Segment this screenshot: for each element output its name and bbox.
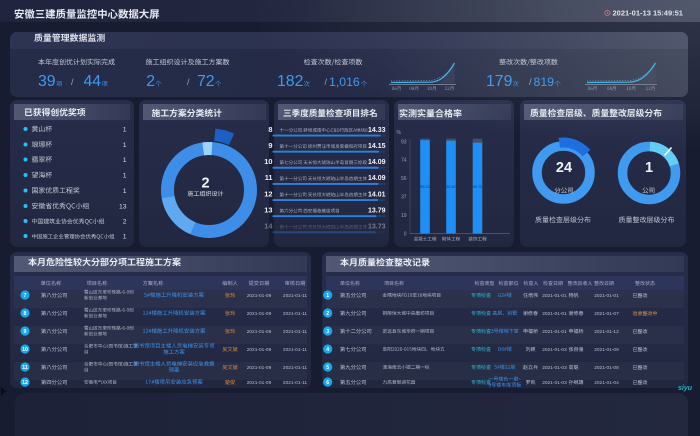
svg-text:13.73: 13.73 (368, 224, 386, 231)
svg-text:7: 7 (24, 293, 27, 299)
svg-text:2021-01-03: 2021-01-03 (542, 365, 567, 371)
svg-text:11: 11 (22, 365, 28, 371)
svg-text:2021-01-04: 2021-01-04 (594, 380, 619, 386)
svg-text:siyu: siyu (678, 385, 693, 392)
svg-text:74: 74 (401, 158, 407, 164)
svg-text:13.79: 13.79 (368, 207, 386, 214)
svg-text:2021-01-09: 2021-01-09 (594, 347, 619, 353)
svg-text:24: 24 (556, 160, 572, 176)
svg-text:2021-01-08: 2021-01-08 (594, 365, 619, 371)
svg-text:/: / (71, 77, 74, 87)
svg-text:/: / (529, 77, 532, 87)
svg-text:2021-01-09: 2021-01-09 (247, 347, 272, 353)
svg-text:10: 10 (264, 157, 272, 166)
svg-text:9: 9 (24, 329, 27, 335)
svg-text:2021-01-01: 2021-01-01 (542, 293, 567, 299)
svg-text:2021-01-03: 2021-01-03 (542, 347, 567, 353)
svg-text:6: 6 (326, 380, 329, 386)
svg-text:93.23: 93.23 (420, 185, 430, 189)
svg-text:2021-01-09: 2021-01-09 (247, 380, 272, 386)
svg-text:1: 1 (645, 160, 653, 176)
svg-text:90.75: 90.75 (473, 185, 483, 189)
svg-text:2021-01-13 15:49:51: 2021-01-13 15:49:51 (613, 9, 683, 18)
svg-text:819: 819 (534, 75, 555, 89)
svg-text:1: 1 (123, 172, 127, 179)
svg-text:11: 11 (265, 173, 273, 182)
svg-text:2021-01-01: 2021-01-01 (542, 329, 567, 335)
svg-text:2021-01-11: 2021-01-11 (283, 329, 308, 335)
svg-text:2021-01-09: 2021-01-09 (247, 329, 272, 335)
svg-text:13: 13 (264, 205, 272, 214)
svg-text:2021-01-09: 2021-01-09 (247, 293, 272, 299)
svg-text:8: 8 (268, 125, 272, 134)
svg-text:2021-01-11: 2021-01-11 (283, 347, 308, 353)
svg-text:2021-01-09: 2021-01-09 (247, 311, 272, 317)
svg-text:12: 12 (22, 380, 28, 386)
svg-text:44: 44 (84, 73, 102, 90)
svg-text:1: 1 (123, 126, 127, 133)
svg-text:2021-01-11: 2021-01-11 (283, 293, 308, 299)
svg-text:1,016: 1,016 (329, 75, 360, 89)
svg-text:2021-01-11: 2021-01-11 (283, 380, 308, 386)
svg-text:1: 1 (326, 293, 329, 299)
svg-text:39: 39 (38, 73, 56, 90)
svg-text:14: 14 (264, 222, 273, 231)
svg-text:19: 19 (401, 213, 407, 219)
svg-text:2: 2 (326, 311, 329, 317)
svg-text:9: 9 (268, 141, 272, 150)
svg-text:2021-01-01: 2021-01-01 (594, 293, 619, 299)
svg-text:/: / (325, 77, 328, 87)
svg-text:2: 2 (201, 176, 209, 192)
svg-text:0: 0 (404, 231, 407, 237)
svg-text:2021-01-11: 2021-01-11 (283, 311, 308, 317)
svg-text:/: / (187, 77, 190, 87)
svg-text:10: 10 (22, 347, 28, 353)
svg-text:2021-01-03: 2021-01-03 (542, 380, 567, 386)
svg-text:14.15: 14.15 (368, 143, 386, 150)
svg-text:2021-01-12: 2021-01-12 (594, 329, 619, 335)
svg-text:%: % (397, 130, 402, 136)
svg-text:12: 12 (264, 189, 272, 198)
svg-text:179: 179 (486, 73, 513, 90)
svg-text:2: 2 (146, 73, 155, 90)
svg-text:8: 8 (24, 311, 27, 317)
svg-text:1: 1 (123, 233, 127, 240)
svg-text:1: 1 (123, 188, 127, 195)
svg-text:1: 1 (123, 142, 127, 149)
svg-text:4: 4 (326, 347, 329, 353)
svg-text:92.67: 92.67 (446, 185, 456, 189)
svg-text:2021-01-01: 2021-01-01 (542, 311, 567, 317)
svg-text:2021-01-07: 2021-01-07 (594, 311, 619, 317)
svg-text:72: 72 (197, 73, 215, 90)
svg-text:2021-01-11: 2021-01-11 (283, 365, 308, 371)
svg-text:1: 1 (123, 157, 127, 164)
svg-text:182: 182 (277, 73, 303, 90)
svg-text:13: 13 (119, 203, 127, 210)
svg-text:14.09: 14.09 (368, 175, 386, 182)
svg-text:14.09: 14.09 (368, 159, 386, 166)
svg-text:3: 3 (326, 329, 329, 335)
svg-text:14.01: 14.01 (368, 191, 386, 198)
svg-text:14.33: 14.33 (368, 127, 386, 134)
svg-text:2021-01-09: 2021-01-09 (247, 365, 272, 371)
svg-text:56: 56 (401, 176, 407, 182)
svg-text:5: 5 (326, 365, 329, 371)
svg-text:93: 93 (401, 139, 407, 145)
svg-text:2: 2 (123, 218, 127, 225)
svg-text:37: 37 (401, 195, 407, 201)
